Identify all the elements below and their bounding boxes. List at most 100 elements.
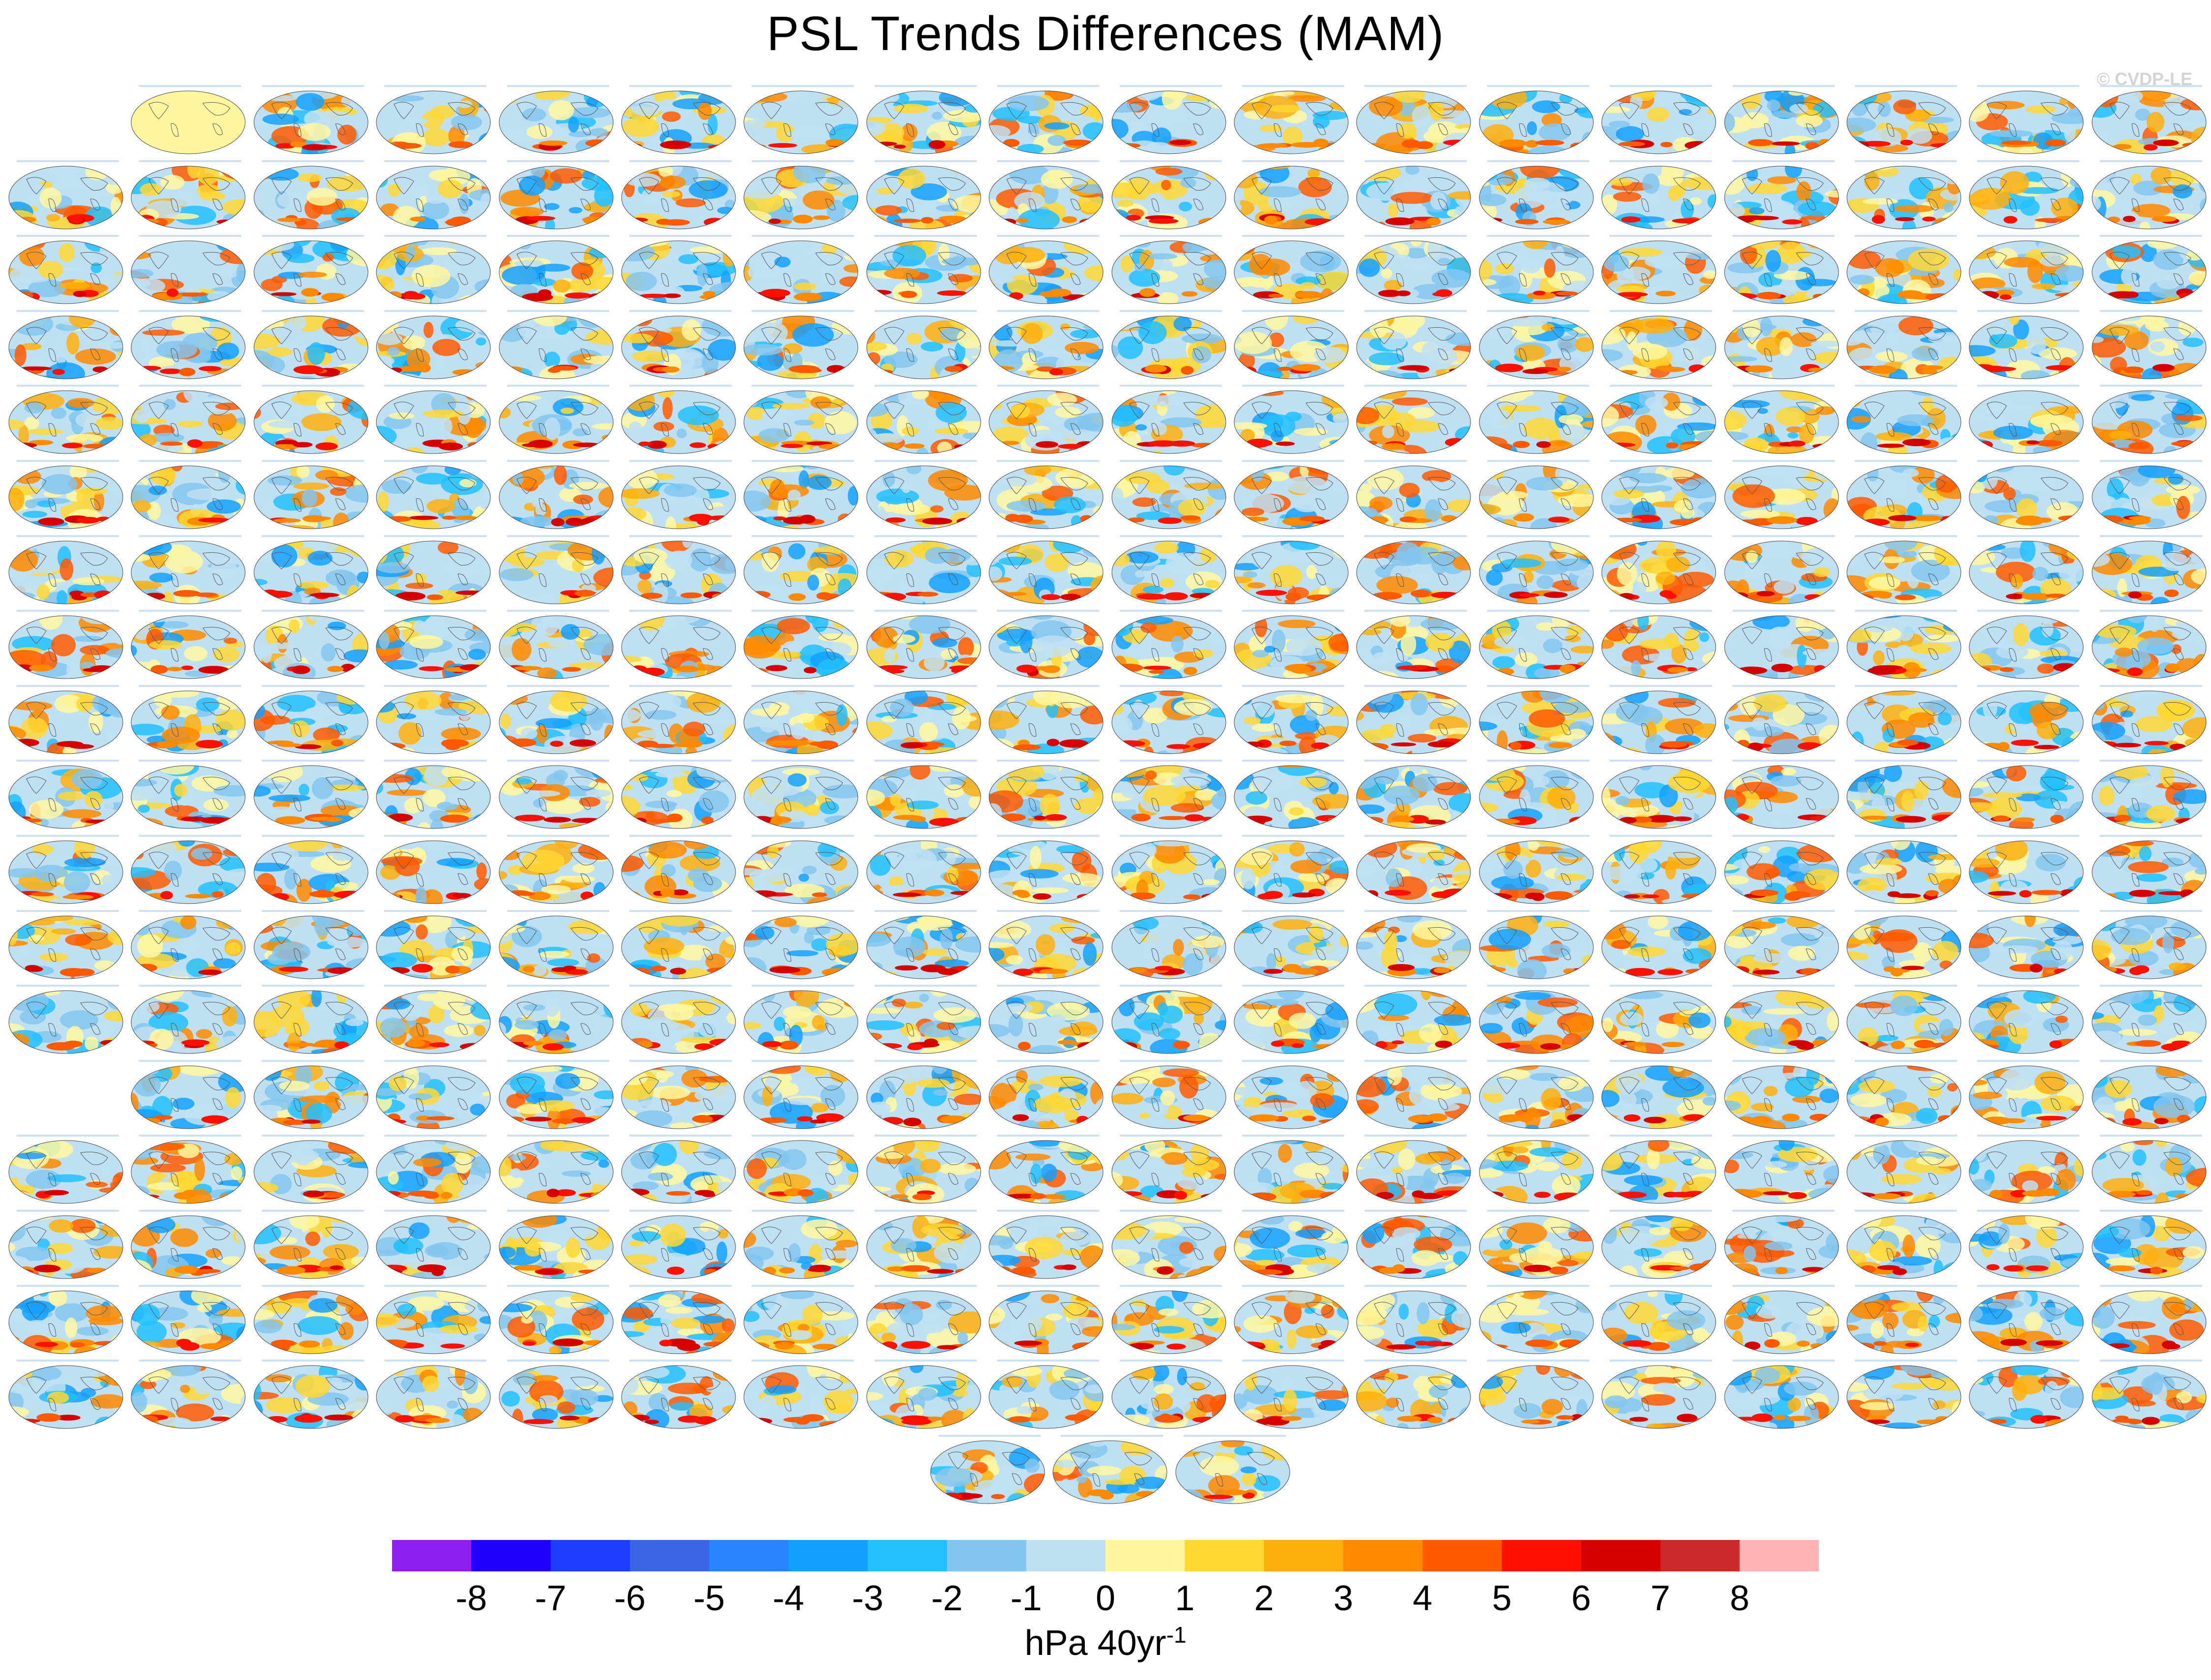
map-globe: [1601, 1290, 1716, 1354]
map-panel: [1355, 757, 1477, 831]
panel-title: [1722, 310, 1844, 312]
map-panel: [987, 83, 1109, 156]
colorbar-units-label: hPa 40yr-1: [0, 1622, 2211, 1663]
panel-title: [1845, 1360, 1967, 1362]
map-panel: [1477, 1282, 1599, 1356]
map-panel: [374, 607, 497, 681]
map-globe: [1601, 690, 1716, 754]
map-globe: [131, 1290, 246, 1354]
panel-title: [1967, 835, 2090, 837]
panel-title: [252, 535, 374, 537]
map-globe: [376, 541, 491, 604]
map-panel: [1967, 232, 2090, 306]
map-panel: [1232, 982, 1354, 1056]
map-globe: [743, 166, 858, 229]
panel-title: [129, 1284, 252, 1287]
map-panel: [1600, 1357, 1722, 1431]
panel-title: [987, 1135, 1109, 1137]
map-globe: [1601, 615, 1716, 679]
panel-title: [1845, 610, 1967, 612]
map-globe: [1234, 1290, 1349, 1354]
map-globe: [989, 390, 1104, 454]
map-globe: [499, 615, 614, 679]
map-globe: [1724, 541, 1839, 604]
panel-title: [7, 310, 129, 312]
panel-title: [620, 910, 741, 912]
map-panel: [252, 232, 374, 306]
panel-title: [742, 835, 864, 837]
colorbar-bin: [1264, 1540, 1344, 1571]
panel-title: [1722, 1210, 1844, 1212]
panel-title: [1232, 1360, 1354, 1362]
map-globe: [1601, 90, 1716, 154]
map-panel: [1600, 83, 1722, 156]
map-panel: [129, 1282, 252, 1356]
panel-title: [864, 85, 987, 87]
map-globe: [621, 1365, 736, 1429]
map-globe: [1111, 166, 1226, 229]
map-panel: [1722, 982, 1844, 1056]
panel-title: [620, 1059, 741, 1062]
map-panel: [742, 683, 864, 756]
map-panel: [7, 1357, 129, 1431]
map-globe: [1724, 1215, 1839, 1279]
map-globe: [2092, 690, 2207, 754]
map-panel: [1355, 607, 1477, 681]
map-globe: [8, 1290, 123, 1354]
panel-title: [987, 985, 1109, 987]
panel-title: [987, 1210, 1109, 1212]
panel-title: [864, 235, 987, 237]
map-panel: [1967, 533, 2090, 606]
map-panel: [374, 382, 497, 456]
map-panel: [620, 1132, 741, 1206]
map-panel: [1355, 158, 1477, 231]
panel-title: [2090, 160, 2211, 162]
map-panel: [497, 1357, 619, 1431]
panel-title: [374, 910, 497, 912]
panel-title: [1232, 760, 1354, 762]
panel-title: [742, 1059, 864, 1062]
colorbar-bin: [1581, 1540, 1661, 1571]
map-globe: [1724, 166, 1839, 229]
map-panel: [1355, 1282, 1477, 1356]
map-globe: [499, 1140, 614, 1204]
map-panel: [1232, 158, 1354, 231]
map-panel: [2090, 382, 2211, 456]
map-globe: [2092, 1290, 2207, 1354]
map-panel: [497, 232, 619, 306]
map-globe: [1601, 765, 1716, 829]
map-globe: [1724, 690, 1839, 754]
map-panel: [1722, 158, 1844, 231]
map-panel: [1845, 308, 1967, 381]
panel-title: [7, 684, 129, 687]
map-globe: [2092, 1140, 2207, 1204]
map-globe: [1846, 690, 1961, 754]
map-globe: [254, 166, 368, 229]
map-panel: [1600, 832, 1722, 906]
panel-title: [864, 985, 987, 987]
map-globe: [989, 315, 1104, 379]
panel-title: [497, 1210, 619, 1212]
panel-title: [1845, 1135, 1967, 1137]
map-panel: [252, 457, 374, 531]
map-panel: [129, 683, 252, 756]
map-panel: [129, 457, 252, 531]
map-panel: [864, 1357, 987, 1431]
map-panel: [7, 908, 129, 981]
map-globe: [8, 690, 123, 754]
map-globe: [1724, 840, 1839, 904]
map-globe: [866, 1215, 981, 1279]
panel-title: [252, 310, 374, 312]
panel-title: [1477, 684, 1599, 687]
map-panel: [620, 83, 741, 156]
map-globe: [621, 1065, 736, 1129]
panel-title: [1109, 385, 1232, 387]
map-panel: [7, 457, 129, 531]
map-panel: [252, 757, 374, 831]
panel-title: [1722, 910, 1844, 912]
panel-title: [374, 985, 497, 987]
panel-title: [864, 910, 987, 912]
panel-title: [2090, 760, 2211, 762]
map-panel: [1477, 1057, 1599, 1131]
panel-title: [1355, 535, 1477, 537]
